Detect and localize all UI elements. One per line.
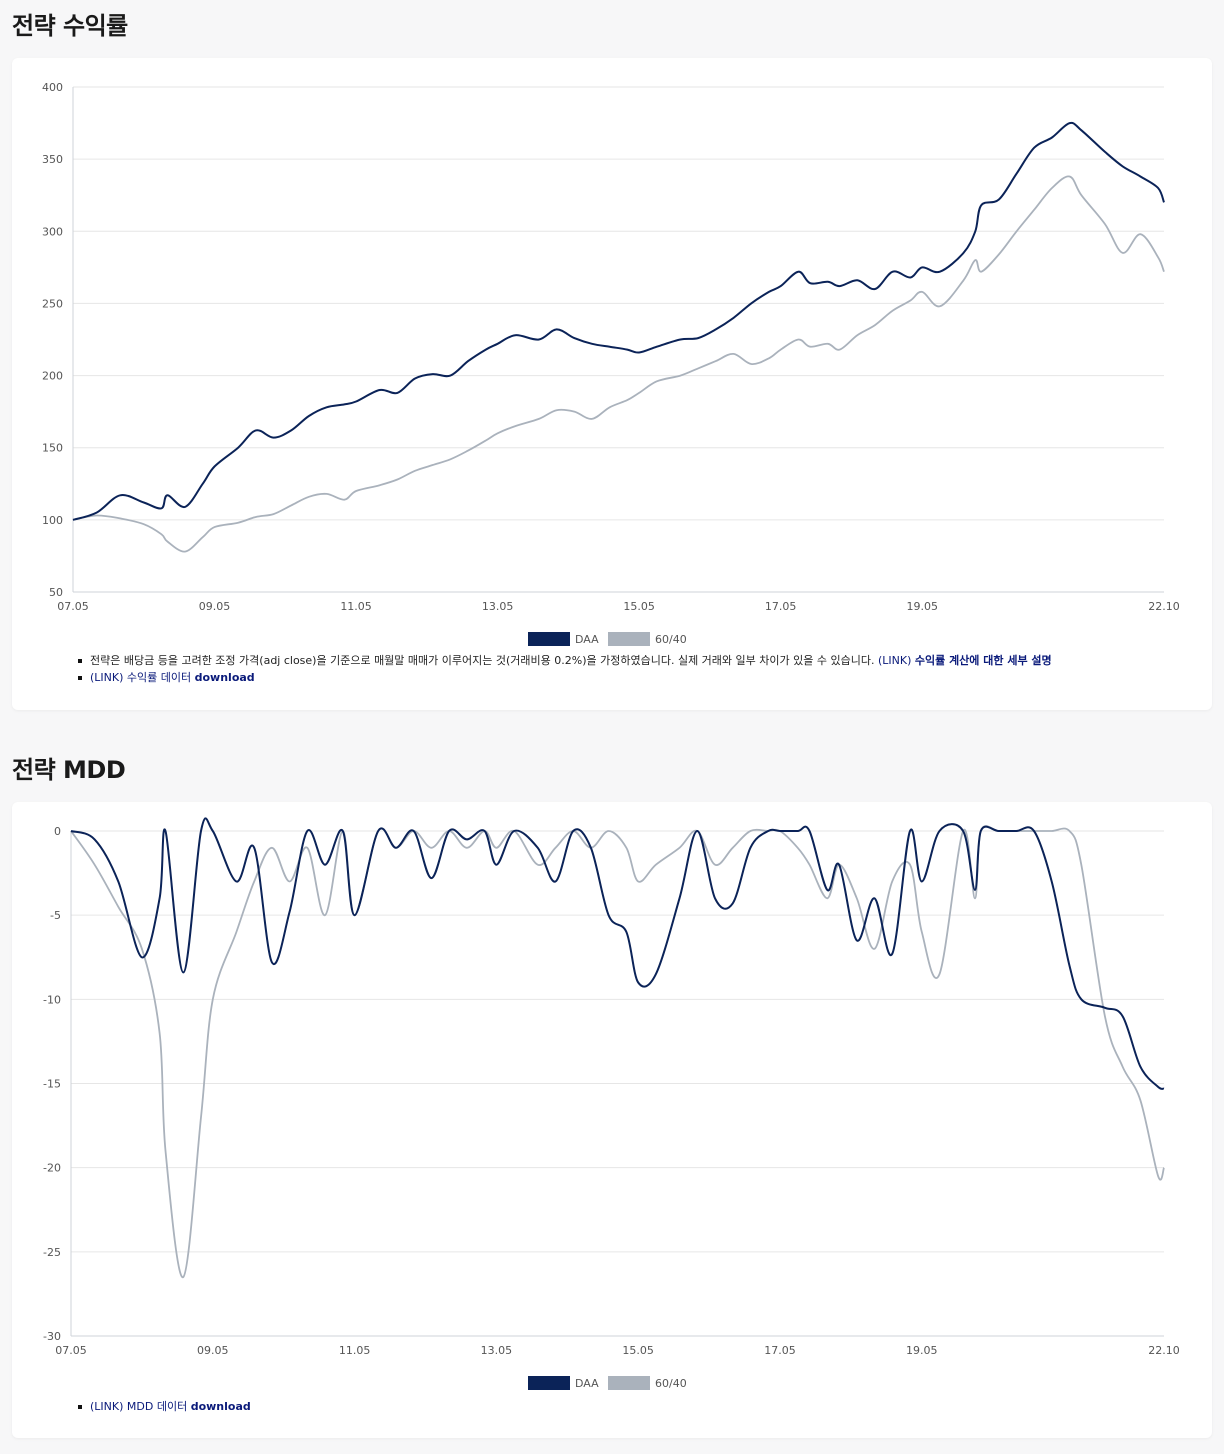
y-tick-label: -25 xyxy=(43,1246,61,1259)
x-tick-label: 09.05 xyxy=(199,600,231,613)
y-tick-label: -10 xyxy=(43,993,61,1006)
returns-notes: 전략은 배당금 등을 고려한 조정 가격(adj close)을 기준으로 매월… xyxy=(78,652,1052,686)
y-tick-label: -20 xyxy=(43,1162,61,1175)
mdd-download-link[interactable]: download xyxy=(190,1400,251,1413)
returns-note-text: 전략은 배당금 등을 고려한 조정 가격(adj close)을 기준으로 매월… xyxy=(90,654,875,667)
returns-section-title: 전략 수익률 xyxy=(12,12,128,40)
x-tick-label: 22.10 xyxy=(1148,1344,1180,1357)
mdd-chart: -30 -25 -20 -15 -10 -5 0 07.05 09.05 11.05 13.05 15… xyxy=(43,817,1180,1390)
mdd-chart-card: -30 -25 -20 -15 -10 -5 0 07.05 09.05 11.05 13.05 15… xyxy=(12,802,1212,1438)
legend-swatch xyxy=(608,1376,650,1390)
legend-label: DAA xyxy=(575,1377,599,1390)
y-tick-label: 250 xyxy=(42,297,63,310)
x-tick-label: 17.05 xyxy=(765,600,797,613)
legend-swatch xyxy=(528,632,570,646)
legend-swatch xyxy=(608,632,650,646)
mdd-section-title: 전략 MDD xyxy=(12,756,126,784)
y-tick-label: -30 xyxy=(43,1330,61,1343)
legend-label: 60/40 xyxy=(655,633,687,646)
series-line-60-40 xyxy=(72,175,1165,553)
mdd-notes: (LINK) MDD 데이터 download xyxy=(78,1398,251,1415)
returns-chart-card: 50 100 150 200 250 300 350 400 07.05 09.05 11.05 13… xyxy=(12,58,1212,710)
x-tick-label: 15.05 xyxy=(623,600,655,613)
series-line-60-40 xyxy=(70,825,1165,1279)
returns-download-link[interactable]: download xyxy=(194,671,255,684)
y-tick-label: 200 xyxy=(42,370,63,383)
x-tick-label: 17.05 xyxy=(764,1344,796,1357)
returns-note-item: 전략은 배당금 등을 고려한 조정 가격(adj close)을 기준으로 매월… xyxy=(78,652,1052,669)
x-tick-label: 07.05 xyxy=(57,600,89,613)
y-tick-label: 300 xyxy=(42,225,63,238)
legend-swatch xyxy=(528,1376,570,1390)
returns-chart: 50 100 150 200 250 300 350 400 07.05 09.05 11.05 13… xyxy=(42,81,1180,646)
returns-data-label: 수익률 데이터 xyxy=(126,671,192,684)
x-tick-label: 11.05 xyxy=(339,1344,371,1357)
y-tick-label: -5 xyxy=(50,909,61,922)
x-tick-label: 13.05 xyxy=(482,600,514,613)
series-line-daa xyxy=(70,817,1165,1090)
x-tick-label: 09.05 xyxy=(197,1344,229,1357)
link-tag[interactable]: (LINK) xyxy=(90,1400,124,1413)
x-tick-label: 15.05 xyxy=(622,1344,654,1357)
y-tick-label: 50 xyxy=(49,586,63,599)
x-tick-label: 07.05 xyxy=(55,1344,87,1357)
y-tick-label: 150 xyxy=(42,442,63,455)
series-line-daa xyxy=(72,121,1165,521)
legend-label: 60/40 xyxy=(655,1377,687,1390)
y-tick-label: -15 xyxy=(43,1078,61,1091)
x-tick-label: 11.05 xyxy=(340,600,372,613)
x-tick-label: 19.05 xyxy=(906,600,938,613)
x-tick-label: 22.10 xyxy=(1148,600,1180,613)
link-tag[interactable]: (LINK) xyxy=(877,654,912,667)
y-tick-label: 100 xyxy=(42,514,63,527)
mdd-download-item: (LINK) MDD 데이터 download xyxy=(78,1398,251,1415)
legend-label: DAA xyxy=(575,633,599,646)
mdd-data-label: MDD 데이터 xyxy=(126,1400,188,1413)
returns-calculation-link[interactable]: 수익률 계산에 대한 세부 설명 xyxy=(914,654,1052,667)
returns-download-item: (LINK) 수익률 데이터 download xyxy=(78,669,1052,686)
y-tick-label: 400 xyxy=(42,81,63,94)
y-tick-label: 350 xyxy=(42,153,63,166)
x-tick-label: 19.05 xyxy=(906,1344,938,1357)
y-tick-label: 0 xyxy=(54,825,61,838)
link-tag[interactable]: (LINK) xyxy=(90,671,124,684)
x-tick-label: 13.05 xyxy=(481,1344,513,1357)
